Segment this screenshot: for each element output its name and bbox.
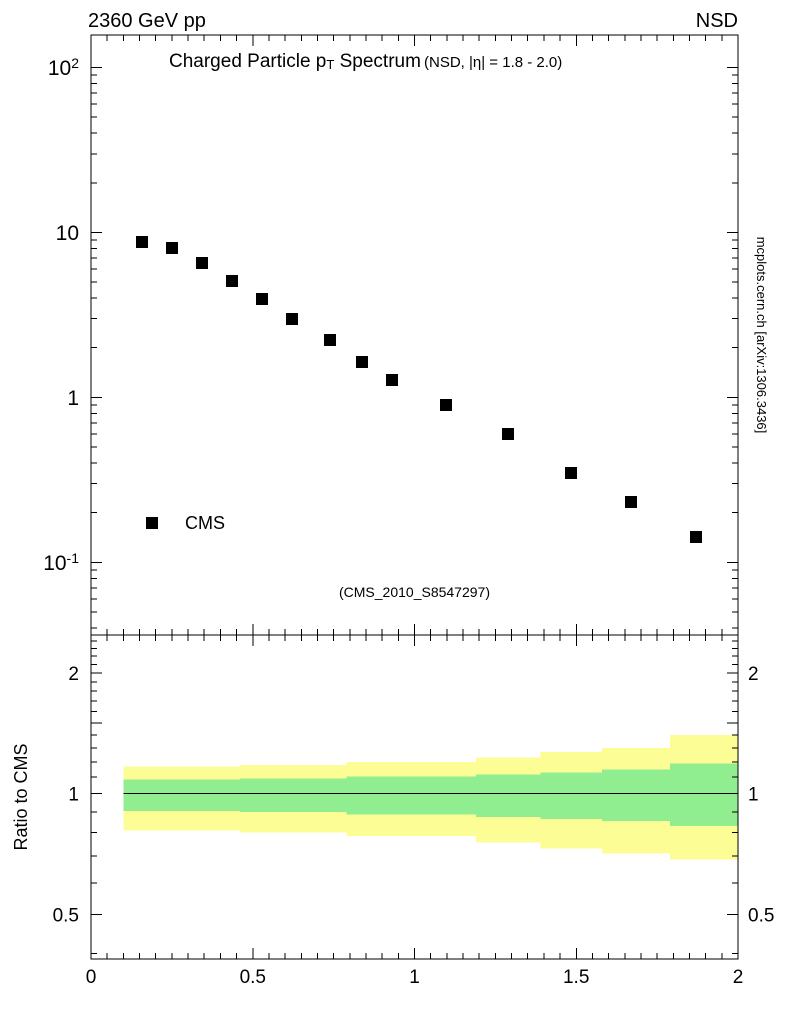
svg-text:0: 0 xyxy=(86,967,97,988)
svg-text:0.5: 0.5 xyxy=(748,906,774,927)
svg-text:NSD: NSD xyxy=(696,10,738,32)
svg-text:0.5: 0.5 xyxy=(240,967,266,988)
svg-text:2: 2 xyxy=(68,664,79,685)
svg-text:1: 1 xyxy=(409,967,420,988)
svg-text:Charged Particle pT Spectrum: Charged Particle pT Spectrum xyxy=(169,51,421,72)
svg-text:2: 2 xyxy=(733,967,744,988)
svg-text:2: 2 xyxy=(748,664,759,685)
svg-text:1.5: 1.5 xyxy=(563,967,589,988)
svg-text:mcplots.cern.ch [arXiv:1306.34: mcplots.cern.ch [arXiv:1306.3436] xyxy=(754,237,769,434)
svg-text:1: 1 xyxy=(748,785,759,806)
svg-text:(CMS_2010_S8547297): (CMS_2010_S8547297) xyxy=(339,584,490,600)
svg-text:10: 10 xyxy=(56,222,79,245)
svg-text:2360 GeV pp: 2360 GeV pp xyxy=(88,10,206,32)
svg-text:(NSD, |η| = 1.8 - 2.0): (NSD, |η| = 1.8 - 2.0) xyxy=(424,54,562,71)
svg-text:1: 1 xyxy=(68,785,79,806)
svg-text:CMS: CMS xyxy=(185,513,225,533)
svg-text:Ratio to CMS: Ratio to CMS xyxy=(11,743,31,850)
svg-text:1: 1 xyxy=(67,387,79,410)
svg-text:0.5: 0.5 xyxy=(53,906,79,927)
